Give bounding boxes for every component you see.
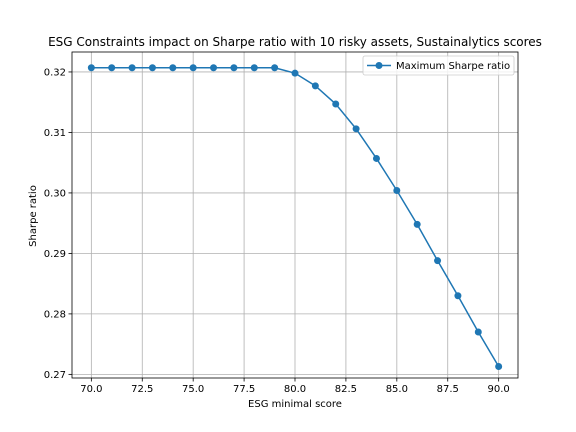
legend-box [362,55,515,76]
x-tick-label: 82.5 [335,384,357,395]
data-point [454,292,462,300]
data-point [352,125,360,133]
data-point [210,64,218,72]
legend-marker [375,62,383,69]
y-tick-label: 0.30 [44,188,66,199]
data-point [148,64,156,72]
data-point [474,328,482,336]
y-tick-label: 0.27 [44,370,66,381]
data-point [108,64,116,72]
x-tick-label: 85.0 [386,384,408,395]
chart-title: ESG Constraints impact on Sharpe ratio w… [48,35,542,49]
data-point [271,64,279,72]
data-point [291,69,299,77]
y-axis-label: Sharpe ratio [28,185,39,247]
x-tick-label: 77.5 [233,384,255,395]
x-tick-label: 80.0 [284,384,306,395]
x-tick-label: 70.0 [80,384,102,395]
x-tick-label: 75.0 [182,384,204,395]
data-point [189,64,197,72]
x-tick-label: 87.5 [437,384,459,395]
x-ticks: 70.0 72.5 75.0 77.5 80.0 82.5 85.0 87.5 90.0 [80,378,510,395]
data-point [169,64,177,72]
data-point [230,64,238,72]
data-point [495,363,503,371]
data-point [393,187,401,195]
series-layer [87,64,503,371]
data-point [332,100,340,108]
y-tick-label: 0.32 [44,67,66,78]
x-tick-label: 72.5 [131,384,153,395]
y-ticks: 0.27 0.28 0.29 0.30 0.31 0.32 [44,67,72,381]
x-tick-label: 90.0 [488,384,510,395]
data-point [413,220,421,228]
y-tick-label: 0.29 [44,249,66,260]
data-point [434,257,442,265]
data-point [87,64,95,72]
legend: Maximum Sharpe ratio [362,55,515,76]
data-point [128,64,136,72]
y-tick-label: 0.28 [44,309,66,320]
legend-label: Maximum Sharpe ratio [396,61,510,72]
y-tick-label: 0.31 [44,128,66,139]
data-point [311,82,319,90]
data-point [372,154,380,162]
x-axis-label: ESG minimal score [248,399,342,410]
data-point [250,64,258,72]
